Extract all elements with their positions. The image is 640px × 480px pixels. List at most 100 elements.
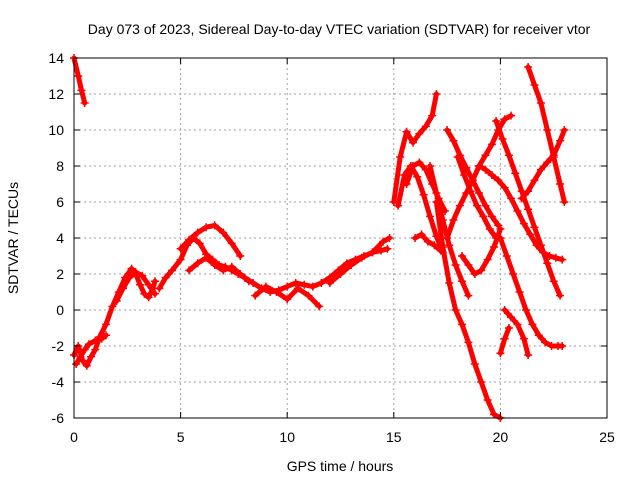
data-point-s12	[415, 158, 424, 167]
data-point-s17	[481, 201, 490, 210]
data-point-s22	[521, 306, 530, 314]
data-point-s2	[140, 289, 149, 298]
data-point-s14	[438, 243, 447, 251]
data-point-s19	[496, 225, 505, 233]
data-point-s15	[432, 189, 441, 197]
data-point-s9	[357, 253, 366, 262]
data-point-s6	[219, 228, 228, 237]
data-point-s9	[385, 234, 394, 242]
data-point-s19	[477, 266, 486, 275]
data-point-s14	[490, 410, 499, 419]
data-point-s16	[443, 234, 452, 242]
data-point-s13	[417, 230, 426, 239]
data-point-s14	[483, 396, 492, 404]
data-point-s17	[475, 189, 484, 197]
data-point-s19	[490, 243, 499, 251]
data-point-s21	[543, 259, 552, 268]
data-point-s21	[536, 241, 545, 250]
data-point-s17	[468, 176, 477, 185]
data-point-s5	[377, 246, 386, 255]
data-point-s16	[500, 115, 509, 124]
data-point-s12	[402, 180, 411, 188]
data-point-s26	[504, 324, 513, 332]
series-s24	[519, 127, 567, 201]
data-point-s25	[524, 351, 533, 359]
data-point-s3	[101, 331, 110, 340]
x-tick-label: 10	[279, 429, 295, 445]
data-point-s3	[91, 336, 100, 345]
data-point-s6	[176, 244, 185, 253]
data-point-s4	[151, 289, 160, 298]
data-point-s19	[483, 255, 492, 264]
data-point-s10	[421, 122, 430, 131]
data-point-s7	[244, 277, 253, 286]
data-point-s6	[193, 228, 202, 237]
data-point-s24	[536, 165, 545, 174]
data-point-s25	[500, 306, 509, 314]
data-point-s2	[101, 320, 110, 329]
data-point-s26	[500, 334, 509, 343]
data-point-s6	[202, 223, 211, 232]
series-s11	[395, 163, 446, 255]
data-point-s10	[428, 111, 437, 120]
data-point-s23	[560, 198, 569, 206]
data-point-s24	[524, 187, 533, 196]
x-tick-label: 20	[493, 429, 509, 445]
data-point-s10	[396, 153, 405, 161]
data-point-s2	[87, 352, 96, 361]
x-tick-label: 15	[386, 429, 402, 445]
data-point-s23	[543, 126, 552, 134]
data-point-s20	[487, 171, 496, 179]
data-point-s18	[453, 153, 462, 161]
data-point-s8	[293, 284, 302, 293]
y-tick-label: 10	[48, 122, 64, 138]
data-point-s20	[551, 253, 560, 262]
y-tick-label: 0	[56, 302, 64, 318]
data-point-s20	[519, 219, 528, 228]
data-point-s20	[500, 183, 509, 192]
y-tick-label: 2	[56, 266, 64, 282]
y-tick-label: -6	[52, 410, 65, 426]
data-point-s23	[524, 63, 533, 71]
data-point-s17	[449, 136, 458, 145]
data-point-s7	[236, 270, 245, 278]
data-point-s13	[423, 237, 432, 246]
data-point-s24	[530, 176, 539, 185]
data-point-s5	[291, 279, 300, 287]
data-point-s25	[507, 313, 516, 322]
data-point-s5	[300, 280, 309, 289]
data-point-s10	[402, 127, 411, 136]
data-point-s4	[144, 280, 153, 289]
y-tick-label: 8	[56, 158, 64, 174]
data-point-s3	[72, 360, 81, 368]
data-point-s22	[515, 288, 524, 296]
axis-ticks	[73, 57, 608, 419]
data-point-s22	[534, 331, 543, 340]
data-point-s5	[168, 266, 177, 275]
data-point-s7	[219, 266, 228, 275]
data-point-s5	[176, 255, 185, 264]
data-point-s3	[84, 340, 93, 349]
data-point-s10	[432, 90, 441, 98]
data-point-s16	[481, 151, 490, 160]
series-s6	[178, 222, 243, 259]
data-point-s8	[261, 282, 270, 291]
data-point-s11	[413, 172, 422, 181]
data-point-s5	[383, 244, 392, 253]
y-tick-label: 4	[56, 230, 64, 246]
data-point-s21	[524, 205, 533, 214]
data-point-s15	[451, 261, 460, 269]
y-axis-label: SDTVAR / TECUs	[5, 182, 21, 294]
data-point-s2	[108, 302, 117, 311]
data-point-s22	[502, 252, 511, 260]
data-point-s2	[127, 264, 136, 273]
chart-title: Day 073 of 2023, Sidereal Day-to-day VTE…	[88, 21, 591, 37]
x-tick-label: 5	[177, 429, 185, 445]
data-point-s8	[251, 291, 260, 300]
data-point-s18	[466, 187, 475, 196]
y-tick-label: -2	[52, 338, 65, 354]
x-axis-label: GPS time / hours	[287, 458, 394, 474]
data-point-s24	[560, 126, 569, 134]
